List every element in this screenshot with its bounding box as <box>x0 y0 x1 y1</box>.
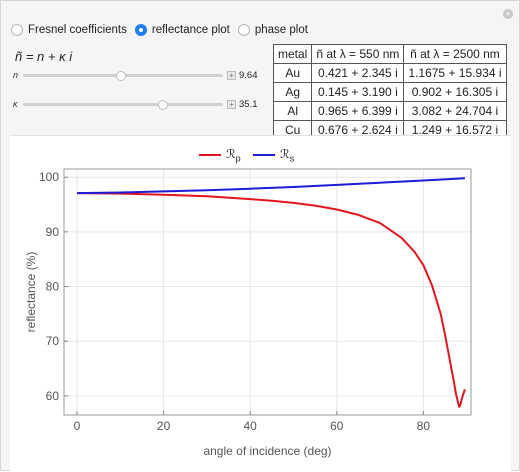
y-tick-label: 70 <box>46 334 60 348</box>
x-tick-label: 60 <box>330 419 344 433</box>
table-cell: 0.145 + 3.190 i <box>311 82 405 102</box>
legend-line-rp <box>199 154 221 156</box>
y-tick-label: 100 <box>39 170 59 184</box>
table-row: Ag 0.145 + 3.190 i 0.902 + 16.305 i <box>272 82 507 102</box>
slider-kappa-track[interactable] <box>23 103 223 106</box>
slider-n-value: 9.64 <box>239 70 258 81</box>
slider-kappa-label: κ <box>13 99 18 109</box>
radio-phase-plot[interactable]: phase plot <box>237 24 308 36</box>
table-cell: 1.1675 + 15.934 i <box>403 63 507 83</box>
legend-symbol: ℛ <box>280 147 290 161</box>
reset-icon[interactable]: + <box>503 9 513 19</box>
x-tick-label: 80 <box>417 419 431 433</box>
plot-frame <box>63 168 472 416</box>
legend-label-rp: ℛp <box>226 147 241 163</box>
table-header: ñ at λ = 550 nm <box>311 44 405 64</box>
legend-symbol: ℛ <box>226 147 236 161</box>
x-tick-label: 0 <box>74 419 81 433</box>
table-cell: Ag <box>272 82 313 102</box>
view-selector: Fresnel coefficients reflectance plot ph… <box>11 24 316 36</box>
legend-line-rs <box>253 154 275 156</box>
table-cell: 0.965 + 6.399 i <box>311 101 405 121</box>
refractive-index-formula: ñ = n + κ i <box>15 49 73 64</box>
slider-kappa-thumb[interactable] <box>158 100 168 110</box>
radio-label: Fresnel coefficients <box>28 24 127 36</box>
table-header: metal <box>272 44 313 64</box>
table-cell: Au <box>272 63 313 83</box>
metal-index-table: metal ñ at λ = 550 nm ñ at λ = 2500 nm A… <box>272 44 507 140</box>
slider-n-expand-icon[interactable]: + <box>227 71 236 80</box>
slider-n-label: n <box>13 70 19 80</box>
legend-subscript: s <box>289 153 295 164</box>
radio-button-selected-icon[interactable] <box>134 24 147 36</box>
slider-n-thumb[interactable] <box>116 71 126 81</box>
slider-kappa-value: 35.1 <box>239 99 258 110</box>
series-line-rp <box>76 192 466 408</box>
y-tick-label: 60 <box>46 389 60 403</box>
y-tick-label: 80 <box>46 280 60 294</box>
x-tick-label: 40 <box>244 419 258 433</box>
legend-label-rs: ℛs <box>280 147 294 163</box>
legend-subscript: p <box>235 153 241 164</box>
slider-kappa-expand-icon[interactable]: + <box>227 100 236 109</box>
y-axis-label: reflectance (%) <box>24 252 38 333</box>
chart-legend: ℛp ℛs <box>1 147 520 163</box>
x-tick-label: 20 <box>157 419 171 433</box>
radio-reflectance-plot[interactable]: reflectance plot <box>134 24 230 36</box>
series-line-rs <box>76 177 465 195</box>
radio-label: phase plot <box>254 24 308 36</box>
table-header-row: metal ñ at λ = 550 nm ñ at λ = 2500 nm <box>272 44 507 64</box>
table-row: Al 0.965 + 6.399 i 3.082 + 24.704 i <box>272 101 507 121</box>
radio-label: reflectance plot <box>151 24 230 36</box>
table-cell: 3.082 + 24.704 i <box>403 101 507 121</box>
radio-button-icon[interactable] <box>237 24 250 36</box>
y-tick-label: 90 <box>46 225 60 239</box>
table-row: Au 0.421 + 2.345 i 1.1675 + 15.934 i <box>272 63 507 83</box>
x-axis-label: angle of incidence (deg) <box>203 444 331 458</box>
table-cell: 0.421 + 2.345 i <box>311 63 405 83</box>
radio-fresnel-coefficients[interactable]: Fresnel coefficients <box>11 24 127 36</box>
radio-button-icon[interactable] <box>11 24 23 36</box>
table-cell: 0.902 + 16.305 i <box>403 82 507 102</box>
